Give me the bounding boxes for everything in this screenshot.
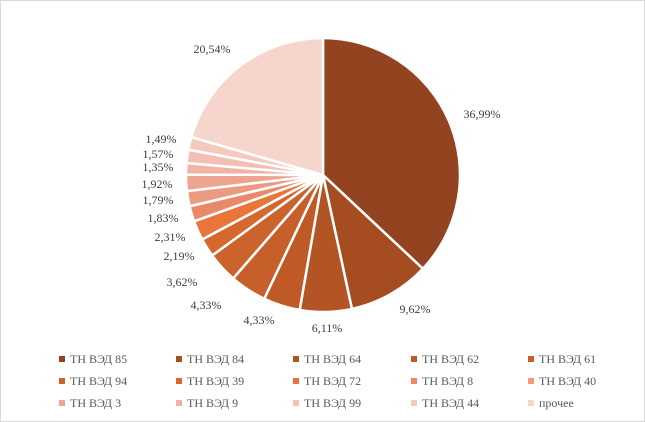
- legend-item: ТН ВЭД 39: [176, 374, 244, 388]
- legend-item: ТН ВЭД 8: [411, 374, 473, 388]
- data-label: 20,54%: [194, 42, 231, 56]
- data-label: 4,33%: [244, 313, 275, 327]
- data-label: 1,57%: [143, 147, 174, 161]
- legend-label: ТН ВЭД 40: [539, 373, 597, 388]
- legend-swatch: [59, 356, 65, 362]
- legend-label: ТН ВЭД 64: [304, 351, 362, 366]
- legend-label: ТН ВЭД 8: [422, 373, 474, 388]
- legend-item: ТН ВЭД 3: [59, 396, 121, 410]
- legend-item: ТН ВЭД 40: [528, 374, 596, 388]
- legend-label: ТН ВЭД 9: [187, 395, 239, 410]
- legend-label: ТН ВЭД 85: [70, 351, 128, 366]
- legend-label: ТН ВЭД 72: [304, 373, 362, 388]
- legend-item: ТН ВЭД 99: [293, 396, 361, 410]
- legend-item: ТН ВЭД 9: [176, 396, 238, 410]
- legend-swatch: [528, 356, 534, 362]
- data-label: 1,35%: [143, 160, 174, 174]
- legend-swatch: [293, 378, 299, 384]
- data-label: 1,49%: [146, 132, 177, 146]
- legend-label: прочее: [539, 395, 574, 410]
- data-label: 1,83%: [148, 211, 179, 225]
- legend-label: ТН ВЭД 3: [70, 395, 122, 410]
- pie-slice: [321, 173, 425, 311]
- legend-swatch: [176, 356, 182, 362]
- legend-label: ТН ВЭД 61: [539, 351, 597, 366]
- pie-slice: [321, 36, 462, 270]
- pie-slice: [190, 36, 325, 177]
- legend-swatch: [411, 378, 417, 384]
- legend-label: ТН ВЭД 99: [304, 395, 362, 410]
- legend-item: ТН ВЭД 61: [528, 352, 596, 366]
- legend-label: ТН ВЭД 94: [70, 373, 128, 388]
- legend-swatch: [59, 378, 65, 384]
- legend-swatch: [293, 400, 299, 406]
- legend-item: ТН ВЭД 94: [59, 374, 127, 388]
- legend-swatch: [528, 400, 534, 406]
- legend-item: ТН ВЭД 72: [293, 374, 361, 388]
- data-label: 2,31%: [155, 230, 186, 244]
- legend-item: ТН ВЭД 84: [176, 352, 244, 366]
- legend-label: ТН ВЭД 39: [187, 373, 245, 388]
- data-label: 4,33%: [191, 298, 222, 312]
- legend-swatch: [59, 400, 65, 406]
- data-label: 2,19%: [164, 249, 195, 263]
- legend-item: ТН ВЭД 85: [59, 352, 127, 366]
- legend-swatch: [411, 400, 417, 406]
- legend-item: ТН ВЭД 44: [411, 396, 479, 410]
- data-label: 6,11%: [312, 321, 343, 335]
- legend-item: ТН ВЭД 62: [411, 352, 479, 366]
- legend-swatch: [293, 356, 299, 362]
- data-label: 9,62%: [400, 302, 431, 316]
- legend-label: ТН ВЭД 84: [187, 351, 245, 366]
- data-label: 36,99%: [464, 107, 501, 121]
- legend-swatch: [176, 378, 182, 384]
- legend-swatch: [411, 356, 417, 362]
- legend-swatch: [528, 378, 534, 384]
- legend-label: ТН ВЭД 44: [422, 395, 480, 410]
- legend-item: ТН ВЭД 64: [293, 352, 361, 366]
- legend-label: ТН ВЭД 62: [422, 351, 480, 366]
- legend-item: прочее: [528, 396, 574, 410]
- data-label: 1,92%: [142, 177, 173, 191]
- data-label: 1,79%: [143, 193, 174, 207]
- data-label: 3,62%: [167, 275, 198, 289]
- legend-swatch: [176, 400, 182, 406]
